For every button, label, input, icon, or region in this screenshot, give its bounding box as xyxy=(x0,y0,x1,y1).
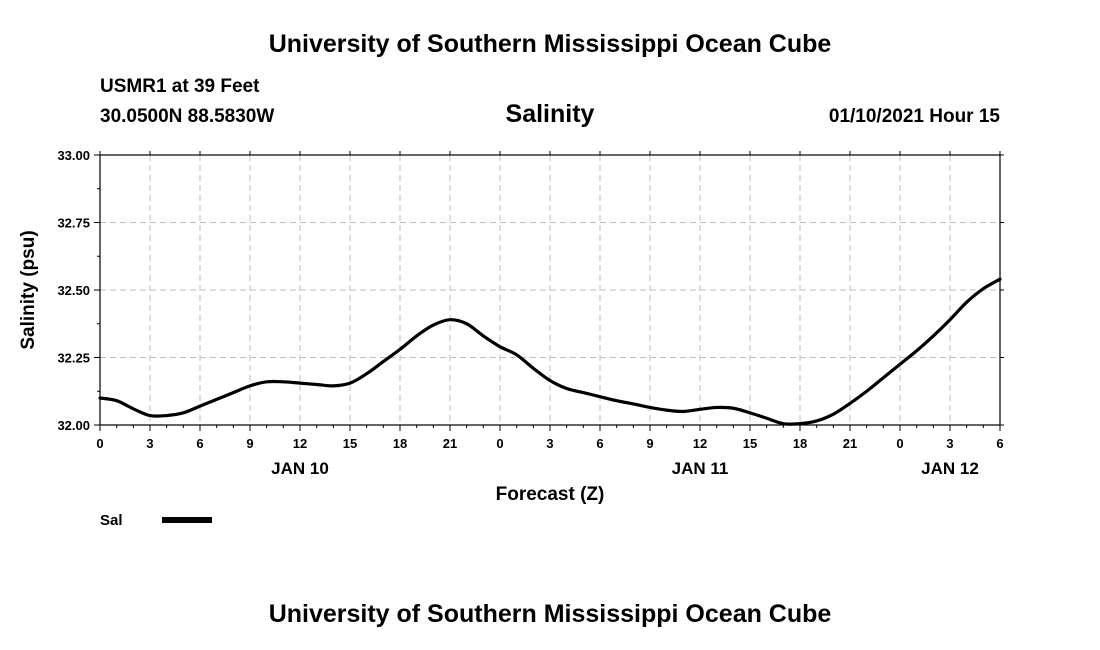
y-tick-label: 32.75 xyxy=(57,216,90,231)
x-tick-label: 3 xyxy=(946,436,953,451)
chart-title: Salinity xyxy=(505,100,595,128)
y-axis-title: Salinity (psu) xyxy=(18,230,39,349)
station-label: USMR1 at 39 Feet xyxy=(100,76,260,97)
grid-lines xyxy=(100,155,1000,425)
x-tick-label: 21 xyxy=(443,436,457,451)
x-tick-label: 3 xyxy=(146,436,153,451)
y-tick-label: 32.50 xyxy=(57,283,90,298)
x-axis-ticks: 0 3 6 9 12 15 18 21 0 3 6 9 12 15 18 21 0 3 6 xyxy=(96,151,1004,451)
x-tick-label: 6 xyxy=(596,436,603,451)
x-tick-label: 0 xyxy=(496,436,503,451)
x-axis-title: Forecast (Z) xyxy=(496,484,605,505)
x-tick-label: 12 xyxy=(693,436,707,451)
x-tick-label: 9 xyxy=(646,436,653,451)
x-tick-label: 6 xyxy=(196,436,203,451)
series-lines xyxy=(98,277,1002,426)
footer-title: University of Southern Mississippi Ocean… xyxy=(268,600,832,628)
y-tick-label: 32.00 xyxy=(57,418,90,433)
x-tick-label: 9 xyxy=(246,436,253,451)
x-tick-label: 15 xyxy=(743,436,757,451)
legend-label-sal: Sal xyxy=(100,512,123,529)
page-title: University of Southern Mississippi Ocean… xyxy=(268,30,832,58)
x-tick-label: 21 xyxy=(843,436,857,451)
date-label: JAN 12 xyxy=(921,459,979,478)
x-tick-label: 0 xyxy=(96,436,103,451)
x-tick-label: 15 xyxy=(343,436,357,451)
forecast-datetime: 01/10/2021 Hour 15 xyxy=(828,106,1000,127)
x-tick-label: 0 xyxy=(896,436,903,451)
x-tick-label: 18 xyxy=(393,436,407,451)
y-tick-label: 33.00 xyxy=(57,148,90,163)
date-label: JAN 11 xyxy=(672,459,729,478)
series-line-sal xyxy=(98,277,1002,426)
y-axis-ticks: 32.00 32.25 32.50 32.75 33.00 xyxy=(57,148,1004,433)
x-tick-label: 6 xyxy=(996,436,1003,451)
x-tick-label: 18 xyxy=(793,436,807,451)
date-labels: JAN 10 JAN 11 JAN 12 xyxy=(271,459,979,478)
y-tick-label: 32.25 xyxy=(57,351,90,366)
coordinates-label: 30.0500N 88.5830W xyxy=(100,106,275,127)
legend: Sal xyxy=(100,512,212,529)
date-label: JAN 10 xyxy=(271,459,329,478)
x-tick-label: 3 xyxy=(546,436,553,451)
x-tick-label: 12 xyxy=(293,436,307,451)
